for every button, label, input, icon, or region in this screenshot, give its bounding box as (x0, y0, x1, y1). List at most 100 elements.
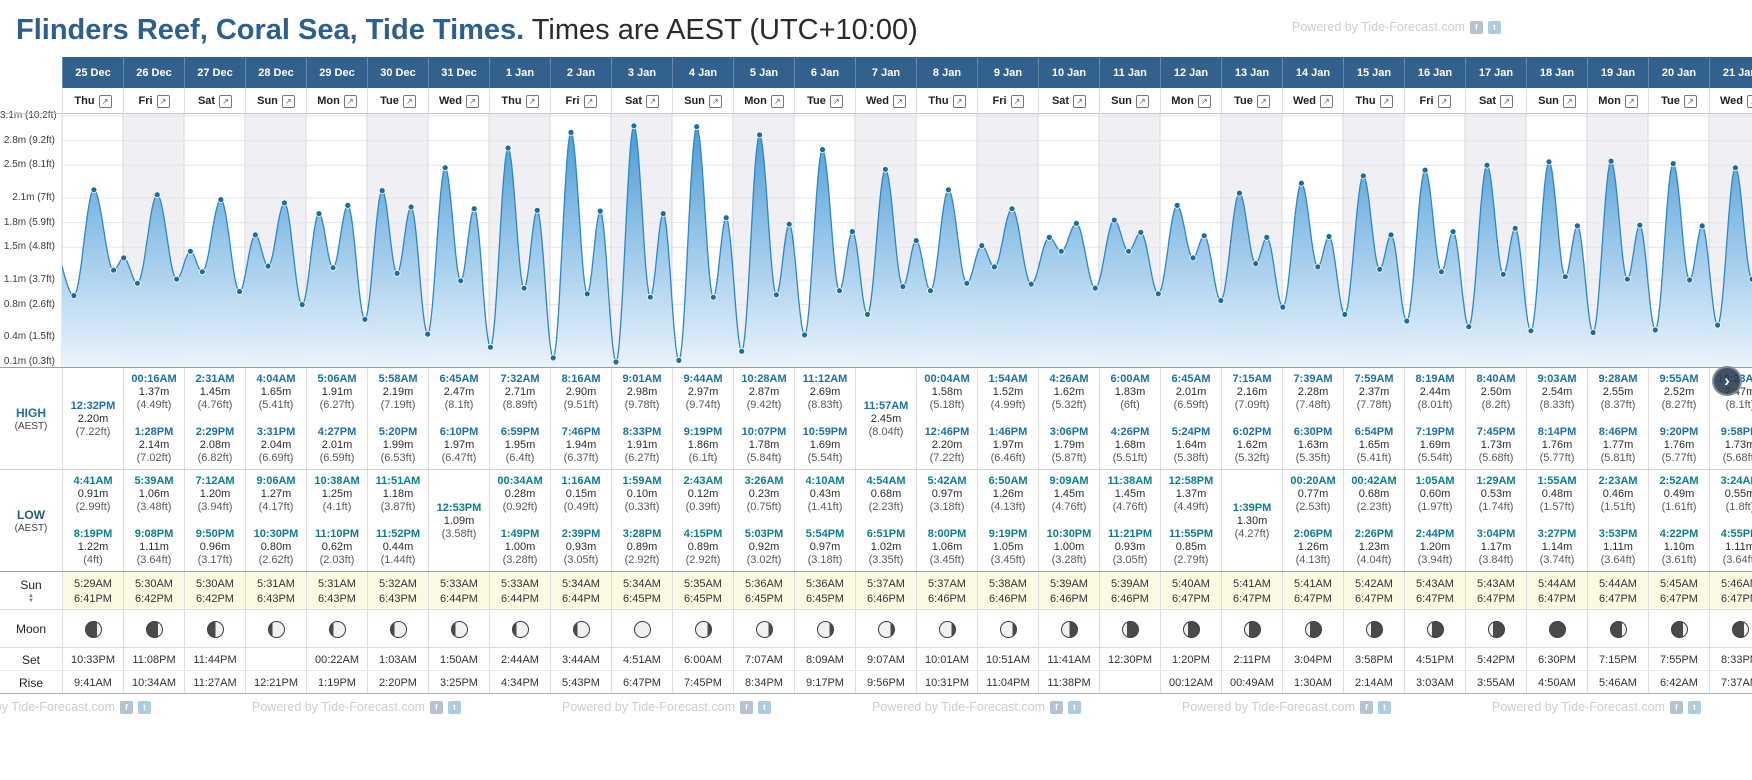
tide-height-m: 1.73m (1480, 439, 1512, 451)
tide-height-ft: (6.47ft) (441, 452, 477, 464)
low-tide-entry: 00:42AM 0.68m (2.23ft) (1351, 475, 1396, 513)
date-header: 16 Jan (1404, 57, 1465, 88)
tide-time: 00:20AM (1290, 475, 1336, 487)
expand-day-button[interactable]: ↗ (829, 94, 843, 108)
scroll-next-button[interactable]: › (1712, 366, 1742, 396)
tide-time: 00:42AM (1351, 475, 1397, 487)
sunrise-time: 5:39AM (1111, 577, 1149, 590)
tide-height-ft: (6.37ft) (563, 452, 599, 464)
high-tide-cell: 8:40AM 2.50m (8.2ft) 7:45PM 1.73m (5.68ft) (1465, 368, 1526, 470)
expand-day-button[interactable]: ↗ (952, 94, 966, 108)
expand-day-button[interactable]: ↗ (1256, 94, 1270, 108)
tide-height-ft: (5.51ft) (1112, 452, 1148, 464)
expand-day-button[interactable]: ↗ (343, 94, 357, 108)
tide-time: 6:30PM (1293, 426, 1333, 438)
tide-height-m: 2.44m (1419, 386, 1451, 398)
low-tide-cell: 00:34AM 0.28m (0.92ft) 1:49PM 1.00m (3.28ft) (489, 470, 550, 572)
sunrise-time: 5:38AM (989, 577, 1027, 590)
expand-day-button[interactable]: ↗ (1562, 94, 1576, 108)
expand-day-button[interactable]: ↗ (1379, 94, 1393, 108)
expand-day-button[interactable]: ↗ (1747, 94, 1752, 108)
expand-day-button[interactable]: ↗ (893, 94, 907, 108)
day-of-week-label: Wed (1292, 95, 1317, 107)
high-tide-entry: 8:14PM 1.76m (5.77ft) (1538, 426, 1577, 464)
sunset-time: 6:41PM (74, 592, 112, 605)
tide-height-ft: (3.45ft) (929, 554, 965, 566)
tide-height-m: 1.37m (138, 386, 170, 398)
sunrise-time: 5:37AM (867, 577, 905, 590)
tide-height-ft: (1.61ft) (1661, 501, 1697, 513)
expand-day-button[interactable]: ↗ (1073, 94, 1087, 108)
expand-day-button[interactable]: ↗ (1320, 94, 1334, 108)
tide-time: 3:53PM (1598, 528, 1638, 540)
high-tide-entry: 5:06AM 1.91m (6.27ft) (317, 373, 356, 411)
tide-height-m: 1.00m (504, 541, 536, 553)
expand-day-button[interactable]: ↗ (1683, 94, 1697, 108)
tide-height-ft: (6ft) (1120, 399, 1140, 411)
tide-height-m: 1.26m (1297, 541, 1329, 553)
tide-time: 7:19PM (1415, 426, 1455, 438)
expand-day-button[interactable]: ↗ (1135, 94, 1149, 108)
tide-height-ft: (4.27ft) (1234, 527, 1270, 540)
sun-cell: 5:39AM 6:46PM (1099, 572, 1160, 610)
tide-height-m: 0.62m (321, 541, 353, 553)
expand-day-button[interactable]: ↗ (525, 94, 539, 108)
tide-height-ft: (5.32ft) (1051, 399, 1087, 411)
expand-day-button[interactable]: ↗ (646, 94, 660, 108)
tide-time: 11:12AM (802, 373, 848, 385)
expand-day-button[interactable]: ↗ (1437, 94, 1451, 108)
high-tide-cell: 00:04AM 1.58m (5.18ft) 12:46PM 2.20m (7.22ft) (916, 368, 977, 470)
expand-day-button[interactable]: ↗ (281, 94, 295, 108)
date-header: 17 Jan (1465, 57, 1526, 88)
moon-label-text: Moon (15, 622, 47, 636)
low-tide-cell: 1:39PM 1.30m (4.27ft) (1221, 470, 1282, 572)
high-tide-entry: 2:29PM 2.08m (6.82ft) (196, 426, 235, 464)
tide-height-m: 2.97m (687, 386, 719, 398)
low-tide-cell: 6:50AM 1.26m (4.13ft) 9:19PM 1.05m (3.45ft) (977, 470, 1038, 572)
twitter-icon: t (1378, 700, 1391, 714)
tide-height-ft: (5.54ft) (807, 452, 843, 464)
waxing-gibbous-moon-icon (572, 620, 590, 638)
expand-day-button[interactable]: ↗ (1010, 94, 1024, 108)
tide-height-m: 0.80m (260, 541, 292, 553)
sun-cell: 5:31AM 6:43PM (245, 572, 306, 610)
tide-time: 10:38AM (314, 475, 360, 487)
low-tide-entry: 9:19PM 1.05m (3.45ft) (989, 528, 1028, 566)
moonset-time: 11:08PM (123, 648, 184, 671)
moonset-time: 00:22AM (306, 648, 367, 671)
moon-cell (1526, 610, 1587, 648)
waning-crescent-moon-icon (1487, 620, 1505, 638)
day-of-week-label: Fri (992, 95, 1007, 107)
day-of-week-label: Tue (807, 95, 826, 107)
expand-day-button[interactable]: ↗ (770, 94, 784, 108)
expand-day-button[interactable]: ↗ (708, 94, 722, 108)
expand-day-button[interactable]: ↗ (1624, 94, 1638, 108)
tide-height-m: 2.69m (809, 386, 841, 398)
expand-day-button[interactable]: ↗ (156, 94, 170, 108)
expand-day-button[interactable]: ↗ (466, 94, 480, 108)
sunset-time: 6:47PM (1721, 592, 1752, 605)
high-tide-entry: 8:16AM 2.90m (9.51ft) (561, 373, 600, 411)
tide-time: 7:15AM (1232, 373, 1272, 385)
moonset-time: 1:03AM (367, 648, 428, 671)
expand-day-button[interactable]: ↗ (219, 94, 233, 108)
low-tide-entry: 3:53PM 1.11m (3.64ft) (1599, 528, 1638, 566)
expand-day-button[interactable]: ↗ (1197, 94, 1211, 108)
tide-height-m: 1.79m (1053, 439, 1085, 451)
tide-height-ft: (3.17ft) (197, 554, 233, 566)
sunrise-time: 5:45AM (1660, 577, 1698, 590)
expand-day-button[interactable]: ↗ (402, 94, 416, 108)
tide-height-m: 1.25m (321, 488, 353, 500)
expand-day-button[interactable]: ↗ (1500, 94, 1514, 108)
tide-height-ft: (2.23ft) (868, 501, 904, 513)
sunset-time: 6:43PM (257, 592, 295, 605)
tide-time: 4:26PM (1110, 426, 1150, 438)
expand-day-button[interactable]: ↗ (583, 94, 597, 108)
divider (0, 693, 1752, 694)
sun-label-text: Sun (20, 578, 42, 592)
expand-day-button[interactable]: ↗ (98, 94, 112, 108)
tide-height-ft: (9.74ft) (685, 399, 721, 411)
tide-time: 9:08PM (134, 528, 174, 540)
tide-height-m: 0.89m (626, 541, 658, 553)
tide-time: 9:19PM (683, 426, 723, 438)
